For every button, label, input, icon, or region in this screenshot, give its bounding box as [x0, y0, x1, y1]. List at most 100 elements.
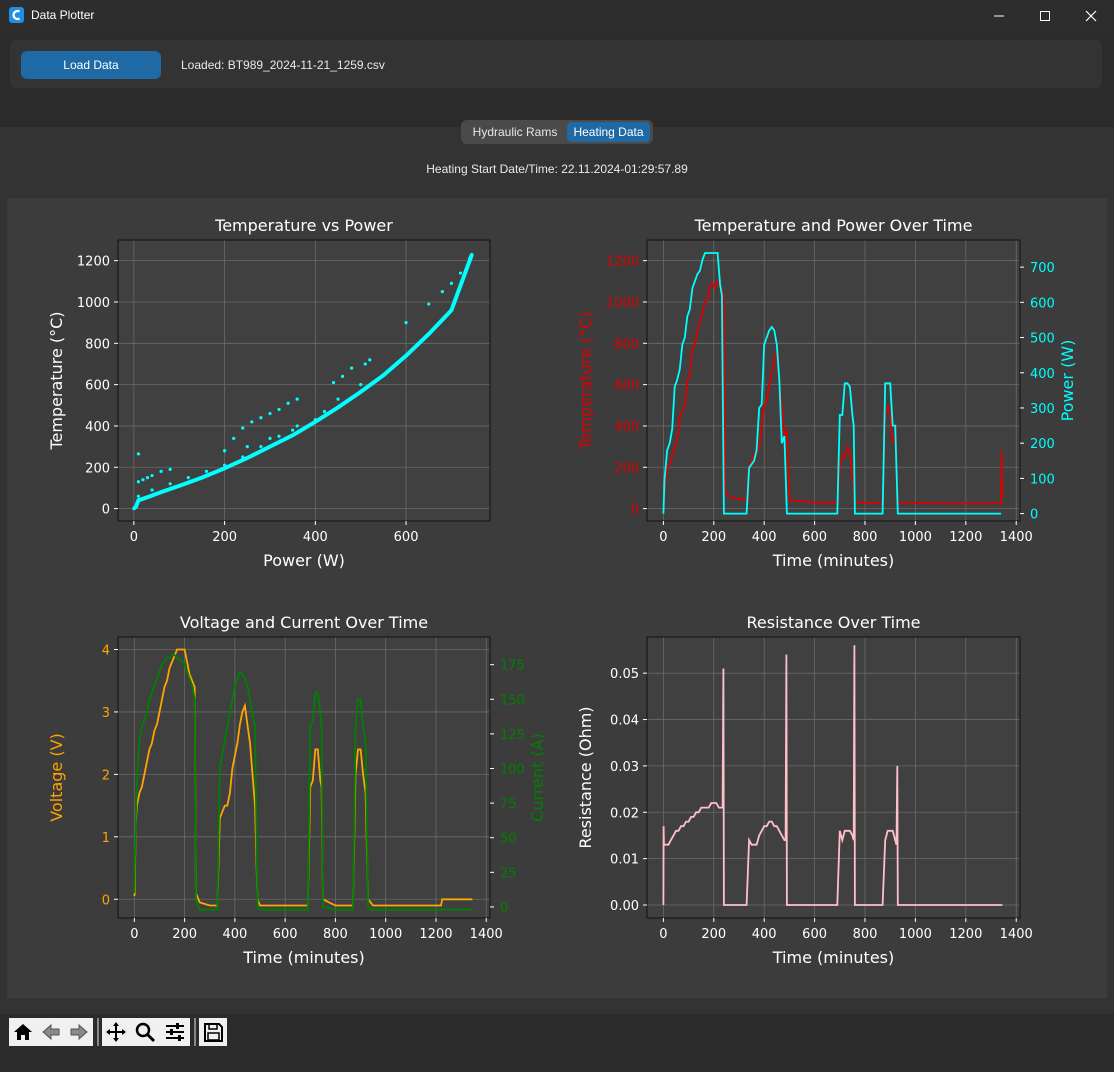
y-tick-label-right: 700	[1030, 261, 1055, 276]
data-point	[232, 436, 236, 440]
series-line	[133, 648, 473, 907]
chart-3: 0 200 400 600 800 1000 1200 1400 0.00 0.01 0.02 0.0…	[576, 613, 1033, 967]
x-tick-label: 1200	[419, 927, 452, 942]
data-point	[340, 374, 345, 378]
data-point	[449, 281, 454, 285]
tab-hydraulic-rams[interactable]: Hydraulic Rams	[472, 125, 558, 139]
y-axis-label-right: Power (W)	[1058, 340, 1077, 422]
minimize-button[interactable]	[976, 0, 1022, 31]
x-tick-label: 400	[752, 530, 777, 545]
y-axis-label-right: Current (A)	[528, 733, 547, 822]
close-button[interactable]	[1068, 0, 1114, 31]
load-data-button[interactable]: Load Data	[21, 51, 161, 79]
y-axis-label: Temperature (°C)	[47, 311, 66, 450]
data-point	[427, 302, 431, 306]
y-tick-label: 0.05	[610, 667, 639, 682]
data-point	[268, 411, 272, 416]
y-axis-label: Resistance (Ohm)	[576, 706, 595, 848]
window-title: Data Plotter	[31, 8, 95, 22]
y-tick-label: 200	[614, 461, 639, 476]
axes-frame	[646, 239, 1021, 522]
x-axis-label: Time (minutes)	[772, 948, 895, 967]
y-tick-label-right: 500	[1030, 332, 1055, 347]
data-point	[136, 480, 141, 484]
data-point	[295, 424, 299, 428]
x-tick-label: 800	[323, 927, 348, 942]
save-button[interactable]	[199, 1018, 227, 1046]
y-tick-label: 0	[102, 893, 110, 908]
heating-start-label: Heating Start Date/Time: 22.11.2024-01:2…	[426, 162, 688, 176]
x-tick-label: 400	[303, 530, 328, 545]
home-button[interactable]	[9, 1018, 37, 1046]
x-tick-label: 0	[130, 927, 138, 942]
data-point	[223, 449, 227, 453]
data-point	[277, 407, 281, 412]
pan-button[interactable]	[102, 1018, 130, 1046]
y-tick-label-right: 200	[1030, 437, 1055, 452]
chart-title: Resistance Over Time	[746, 613, 920, 632]
close-icon	[1085, 10, 1097, 21]
y-tick-label: 0.04	[610, 714, 639, 729]
y-tick-label-right: 25	[500, 866, 517, 881]
data-point	[259, 416, 263, 420]
tab-heating-data[interactable]: Heating Data	[567, 122, 650, 142]
data-point	[136, 452, 141, 456]
data-point	[277, 434, 281, 438]
minimize-icon	[994, 15, 1004, 16]
plot-background	[647, 637, 1020, 918]
loaded-file-label: Loaded: BT989_2024-11-21_1259.csv	[181, 58, 385, 72]
y-tick-label: 600	[614, 379, 639, 394]
status-strip	[0, 1060, 1114, 1072]
y-tick-label-right: 75	[500, 797, 517, 812]
maximize-icon	[1040, 10, 1050, 21]
data-point	[204, 469, 209, 474]
save-icon	[204, 1023, 223, 1042]
configure-subplots-button[interactable]	[160, 1018, 190, 1046]
y-tick-label: 0.00	[610, 899, 639, 914]
x-tick-label: 1000	[899, 530, 932, 545]
x-tick-label: 600	[802, 927, 827, 942]
app-icon	[9, 7, 24, 23]
y-tick-label: 1200	[77, 255, 110, 270]
data-point	[404, 321, 408, 325]
forward-button[interactable]	[65, 1018, 93, 1046]
y-tick-label: 0	[102, 503, 110, 518]
y-tick-label: 0	[631, 503, 639, 518]
data-point	[268, 436, 272, 440]
zoom-button[interactable]	[130, 1018, 160, 1046]
back-button[interactable]	[37, 1018, 65, 1046]
x-tick-label: 200	[701, 530, 726, 545]
plot-background	[118, 240, 490, 521]
toolbar-separator	[194, 1018, 196, 1046]
data-trend-band	[132, 253, 474, 511]
y-tick-label: 2	[102, 768, 110, 783]
data-point	[241, 426, 245, 430]
x-tick-label: 0	[659, 927, 667, 942]
load-frame	[10, 40, 1102, 88]
chart-title: Temperature and Power Over Time	[694, 216, 973, 235]
data-point	[141, 478, 145, 482]
axes-frame	[117, 636, 491, 919]
data-point	[440, 290, 444, 294]
data-point	[245, 445, 249, 449]
data-point	[368, 358, 372, 362]
back-arrow-icon	[42, 1023, 60, 1041]
x-tick-label: 200	[212, 530, 237, 545]
x-axis-label: Time (minutes)	[242, 948, 365, 967]
data-point	[136, 494, 141, 498]
series-line	[133, 654, 473, 911]
data-point	[286, 401, 290, 405]
data-point	[159, 469, 163, 474]
x-tick-label: 1400	[470, 927, 503, 942]
data-point	[350, 366, 354, 370]
y-tick-label: 1	[102, 831, 110, 846]
zoom-icon	[135, 1022, 156, 1043]
x-tick-label: 600	[394, 530, 419, 545]
data-point	[458, 271, 463, 275]
x-tick-label: 1200	[949, 530, 982, 545]
axes-frame	[646, 636, 1021, 919]
maximize-button[interactable]	[1022, 0, 1068, 31]
y-axis-label: Temperature (°C)	[576, 311, 595, 450]
data-point	[168, 467, 172, 471]
x-tick-label: 200	[172, 927, 197, 942]
